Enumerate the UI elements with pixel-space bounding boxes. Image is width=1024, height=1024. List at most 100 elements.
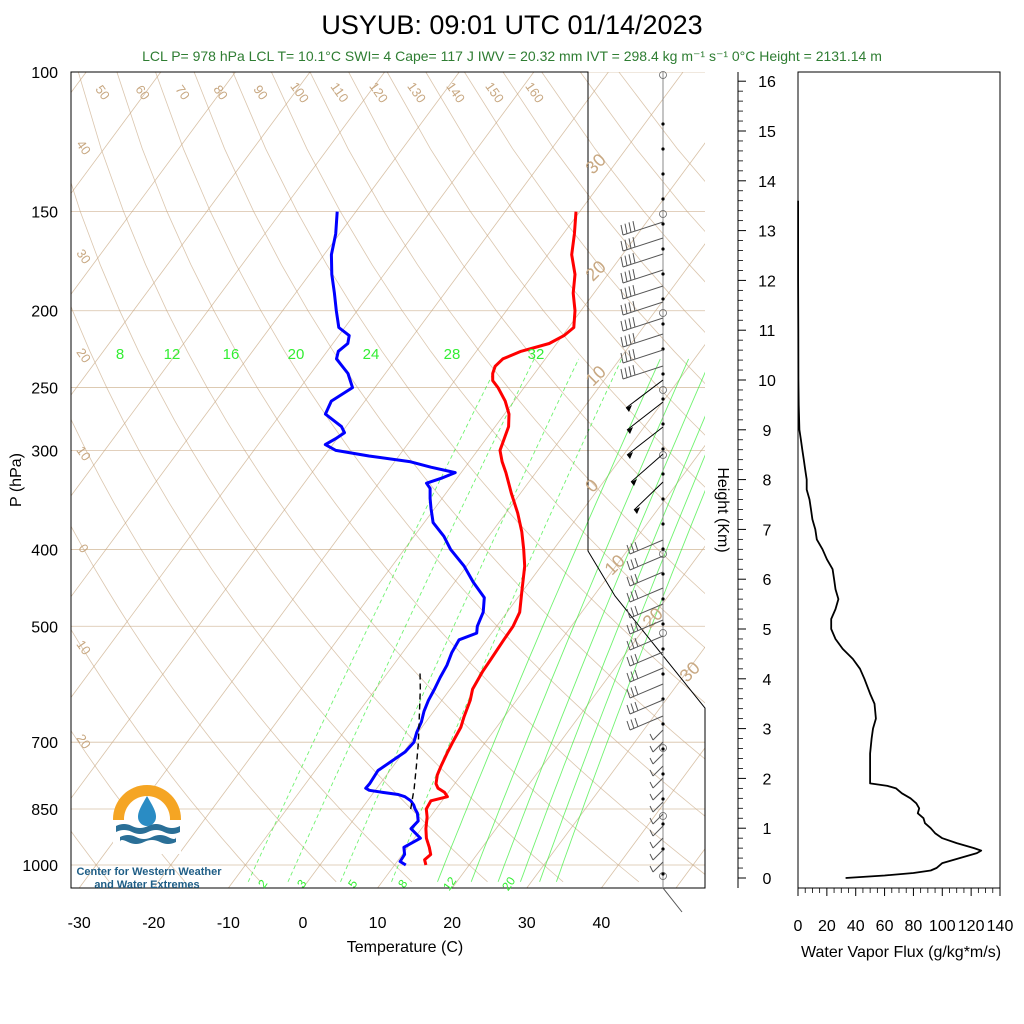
wind-barb-feather bbox=[620, 352, 624, 364]
adiabat-label: 60 bbox=[132, 82, 153, 102]
wind-barb-feather bbox=[626, 704, 631, 715]
wind-barb-feather bbox=[624, 287, 628, 298]
wind-barb-feather bbox=[649, 781, 654, 789]
isotherm-line bbox=[71, 72, 236, 295]
wind-barb-feather bbox=[649, 841, 654, 849]
isotherm-line bbox=[302, 344, 705, 888]
temperature-tick-label: -30 bbox=[68, 915, 91, 932]
adiabat-label: 10 bbox=[73, 443, 94, 463]
wind-dot-icon bbox=[661, 247, 665, 251]
height-tick-label: 3 bbox=[763, 722, 772, 739]
wind-barb-feather bbox=[628, 270, 632, 281]
calm-circle-icon bbox=[659, 210, 667, 218]
wind-barb-feather bbox=[630, 607, 635, 617]
isotherm-label: 10 bbox=[582, 362, 610, 390]
wind-flag-icon bbox=[626, 405, 632, 412]
wind-barb-feather bbox=[620, 320, 624, 332]
wind-barb-feather bbox=[632, 365, 636, 376]
wind-barb-feather bbox=[628, 366, 632, 377]
wind-barb-icon bbox=[629, 587, 664, 603]
wind-barb-feather bbox=[626, 608, 631, 619]
dry-adiabat-line bbox=[71, 628, 261, 883]
wind-dot-icon bbox=[661, 747, 665, 751]
wind-barb-feather bbox=[626, 624, 631, 635]
height-tick-label: 5 bbox=[763, 622, 772, 639]
wind-barb-icon bbox=[652, 849, 664, 861]
dry-adiabat-line bbox=[193, 72, 705, 760]
wind-barb-feather bbox=[649, 865, 654, 873]
wind-barb-feather bbox=[630, 543, 635, 553]
wind-dot-icon bbox=[661, 172, 665, 176]
isotherm-line bbox=[78, 72, 684, 888]
height-tick-label: 0 bbox=[763, 871, 772, 888]
wind-barb-feather bbox=[620, 336, 624, 348]
adiabat-label: 20 bbox=[73, 731, 94, 751]
wind-flag-icon bbox=[634, 507, 640, 514]
wind-barb-feather bbox=[634, 685, 639, 696]
wind-barb-feather bbox=[649, 817, 654, 825]
height-tick-label: 11 bbox=[759, 323, 776, 340]
dew-point-line bbox=[323, 211, 486, 867]
wind-barb-feather bbox=[632, 317, 636, 328]
wind-barb-feather bbox=[620, 256, 624, 268]
dry-adiabat-line bbox=[71, 525, 337, 883]
chart-title: USYUB: 09:01 UTC 01/14/2023 bbox=[321, 10, 703, 40]
wind-barb-feather bbox=[630, 559, 635, 569]
wind-barb-icon bbox=[652, 801, 664, 813]
wind-dot-icon bbox=[661, 322, 665, 326]
dry-adiabat-line bbox=[71, 181, 564, 883]
mixing-ratio-line bbox=[497, 371, 705, 882]
wind-barb-feather bbox=[649, 769, 654, 777]
mixing-ratio-line bbox=[340, 358, 580, 882]
pressure-tick-label: 850 bbox=[31, 802, 58, 819]
pressure-tick-label: 250 bbox=[31, 381, 58, 398]
wind-barb-feather bbox=[628, 350, 632, 361]
height-tick-label: 6 bbox=[763, 572, 772, 589]
isotherm-line bbox=[71, 72, 460, 598]
dry-adiabat-line bbox=[579, 72, 705, 233]
wind-barb-feather bbox=[634, 605, 639, 616]
height-tick-label: 14 bbox=[758, 174, 776, 191]
wind-barb-feather bbox=[630, 623, 635, 633]
wind-barb-icon bbox=[625, 379, 664, 409]
wind-barb-icon bbox=[652, 765, 664, 777]
wind-dot-icon bbox=[661, 472, 665, 476]
wind-flag-icon bbox=[631, 479, 637, 486]
height-tick-label: 13 bbox=[758, 224, 776, 241]
pressure-tick-label: 100 bbox=[31, 65, 58, 82]
adiabat-label: 70 bbox=[172, 82, 193, 102]
wind-barb-feather bbox=[634, 669, 639, 680]
mixing-ratio-label: 20 bbox=[288, 346, 305, 363]
wind-barb-feather bbox=[624, 335, 628, 346]
wind-barb-feather bbox=[634, 573, 639, 584]
calm-circle-icon bbox=[659, 309, 667, 317]
wind-dot-icon bbox=[661, 597, 665, 601]
height-axis-title: Height (Km) bbox=[714, 467, 731, 552]
height-tick-label: 7 bbox=[763, 522, 772, 539]
flux-tick-label: 40 bbox=[847, 918, 865, 935]
mixing-ratio-label: 12 bbox=[440, 874, 459, 893]
wind-barb-feather bbox=[649, 793, 654, 801]
height-tick-label: 15 bbox=[758, 124, 776, 141]
wind-dot-icon bbox=[661, 222, 665, 226]
pressure-tick-label: 200 bbox=[31, 304, 58, 321]
height-tick-label: 9 bbox=[763, 423, 772, 440]
wind-barb-icon bbox=[622, 333, 664, 348]
wind-barb-icon bbox=[622, 269, 664, 284]
flux-tick-label: 20 bbox=[818, 918, 836, 935]
wind-barb-feather bbox=[626, 688, 631, 699]
wind-barb-feather bbox=[624, 303, 628, 314]
wind-barb-feather bbox=[628, 222, 632, 233]
wind-barb-feather bbox=[632, 333, 636, 344]
wind-dot-icon bbox=[661, 797, 665, 801]
isotherm-line bbox=[71, 72, 385, 497]
wind-barb-icon bbox=[629, 683, 664, 699]
wind-barb-feather bbox=[632, 253, 636, 264]
wind-barb-feather bbox=[630, 575, 635, 585]
mixing-ratio-line bbox=[519, 415, 705, 882]
wind-dot-icon bbox=[661, 272, 665, 276]
isotherm-line bbox=[153, 142, 705, 888]
wind-barb-icon bbox=[622, 301, 664, 316]
